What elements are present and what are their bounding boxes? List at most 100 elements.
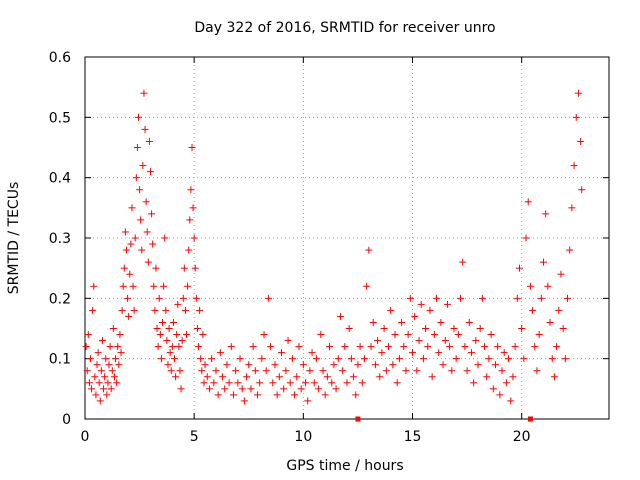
data-point: [97, 367, 105, 375]
data-point: [94, 349, 102, 357]
data-point: [260, 331, 268, 339]
data-point: [472, 337, 480, 345]
y-axis-title: SRMTID / TECUs: [6, 182, 22, 295]
data-point: [249, 343, 257, 351]
data-point: [89, 306, 97, 314]
data-point: [531, 343, 539, 351]
data-point: [126, 270, 134, 278]
data-point: [198, 367, 206, 375]
data-point: [282, 367, 290, 375]
data-point: [133, 144, 141, 151]
data-point: [90, 282, 98, 290]
data-point: [102, 355, 110, 363]
data-point: [371, 361, 379, 369]
data-point: [145, 137, 153, 145]
data-point: [128, 204, 136, 212]
data-point: [406, 294, 414, 302]
zero-marker: [355, 416, 361, 422]
data-point: [137, 216, 145, 224]
data-point: [393, 379, 401, 387]
data-point: [256, 379, 264, 387]
data-point: [544, 282, 552, 290]
x-tick-label: 20: [513, 429, 531, 445]
data-point: [553, 343, 561, 351]
data-point: [192, 294, 200, 302]
data-point: [317, 331, 325, 339]
data-point: [100, 385, 108, 393]
data-point: [415, 337, 423, 345]
data-point: [212, 367, 220, 375]
data-point: [389, 361, 397, 369]
data-point: [485, 355, 493, 363]
data-point: [191, 264, 199, 272]
data-point: [98, 337, 106, 345]
data-point: [223, 361, 231, 369]
data-point: [186, 216, 194, 224]
data-point: [424, 343, 432, 351]
data-point: [319, 367, 327, 375]
data-point: [446, 343, 454, 351]
data-point: [367, 343, 375, 351]
data-point: [524, 198, 532, 206]
data-point: [461, 343, 469, 351]
data-point: [555, 306, 563, 314]
data-point: [526, 282, 534, 290]
data-point: [187, 186, 195, 194]
data-point: [93, 361, 101, 369]
data-point: [339, 367, 347, 375]
data-point: [350, 373, 358, 381]
data-point: [518, 325, 526, 332]
y-tick-label: 0.4: [49, 171, 71, 187]
data-point: [243, 373, 251, 381]
data-point: [293, 373, 301, 381]
data-point: [500, 349, 508, 357]
data-point: [189, 204, 197, 212]
data-point: [505, 355, 513, 363]
data-point: [304, 397, 312, 405]
data-point: [326, 343, 334, 351]
data-point: [240, 397, 248, 405]
data-point: [358, 379, 366, 387]
y-tick-labels: 0 0.1 0.2 0.3 0.4 0.5 0.6: [49, 50, 71, 428]
data-point: [384, 343, 392, 351]
data-point: [131, 234, 139, 242]
data-point: [247, 385, 255, 393]
data-point: [227, 343, 235, 351]
data-point: [232, 367, 240, 375]
data-point: [151, 306, 159, 314]
data-point: [437, 318, 445, 326]
data-point: [225, 379, 233, 387]
data-point: [288, 355, 296, 363]
data-point: [334, 355, 342, 363]
data-point: [185, 246, 193, 254]
data-point: [88, 385, 96, 393]
data-point: [568, 204, 576, 212]
data-point: [402, 367, 410, 375]
data-point: [143, 228, 151, 236]
data-point: [352, 391, 360, 399]
data-point: [404, 331, 412, 339]
data-point: [450, 325, 458, 332]
axis-ticks: [84, 56, 609, 420]
data-point: [205, 385, 213, 393]
data-point: [136, 186, 144, 194]
data-point: [467, 349, 475, 357]
data-point: [95, 379, 103, 387]
data-point: [299, 361, 307, 369]
data-point: [176, 367, 184, 375]
data-point: [165, 325, 173, 332]
data-point: [448, 367, 456, 375]
data-point: [363, 282, 371, 290]
data-point: [454, 331, 462, 339]
data-point: [84, 331, 92, 339]
data-point: [221, 385, 229, 393]
data-point: [175, 343, 183, 351]
data-point: [178, 337, 186, 345]
data-point: [117, 349, 125, 357]
data-point: [411, 312, 419, 320]
data-point: [119, 282, 127, 290]
data-point: [535, 331, 543, 339]
x-tick-labels: 0 5 10 15 20: [81, 429, 531, 445]
x-tick-label: 15: [404, 429, 422, 445]
data-point: [150, 282, 158, 290]
